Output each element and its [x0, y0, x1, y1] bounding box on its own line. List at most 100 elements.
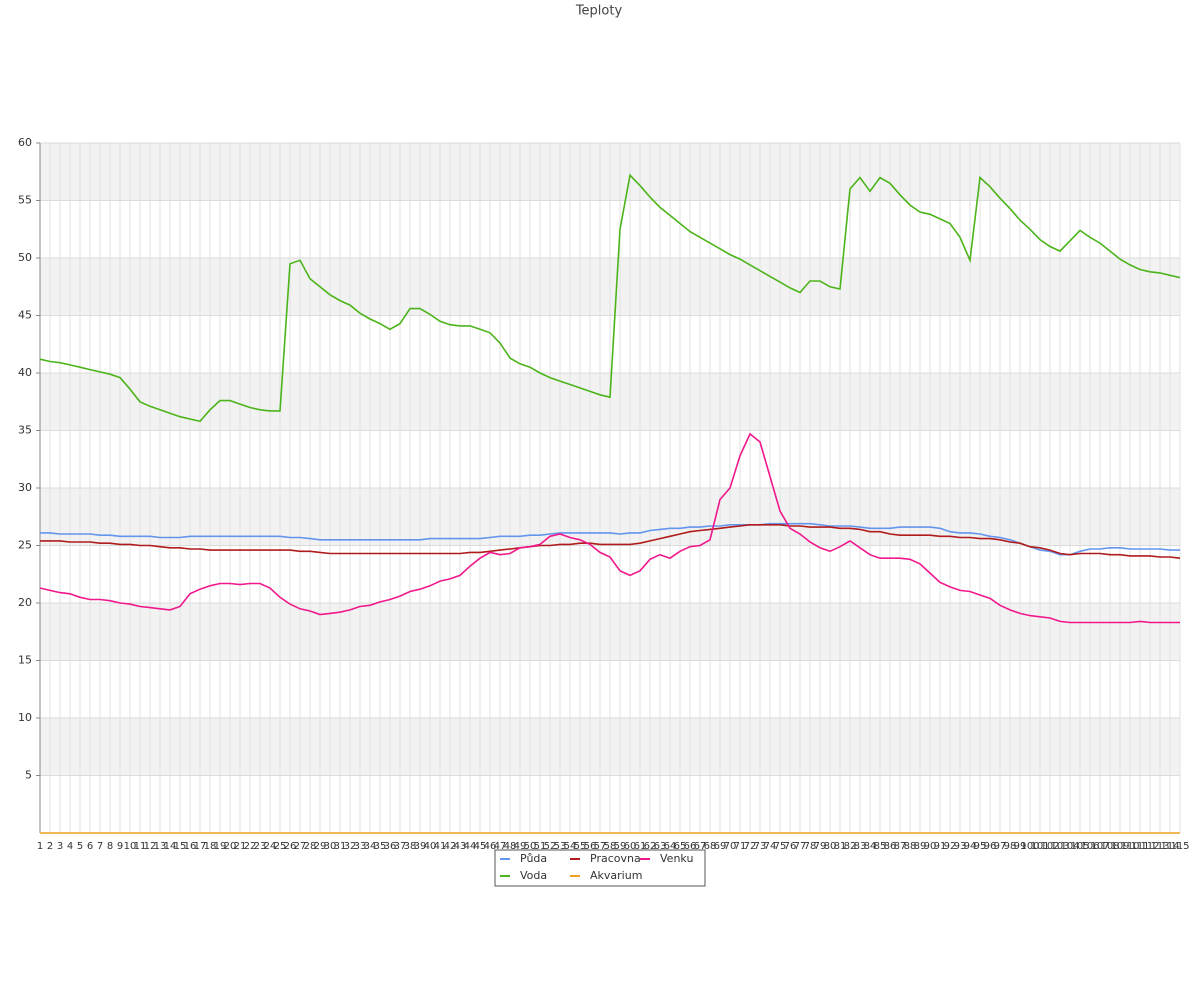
x-tick-label: 111 — [1130, 841, 1149, 852]
x-tick-label: 103 — [1050, 841, 1069, 852]
x-tick-label: 40 — [424, 841, 437, 852]
x-tick-label: 17 — [194, 841, 207, 852]
y-tick-label: 55 — [18, 194, 32, 207]
x-tick-label: 56 — [584, 841, 597, 852]
x-tick-label: 22 — [244, 841, 257, 852]
x-tick-label: 36 — [384, 841, 397, 852]
y-tick-label: 5 — [25, 769, 32, 782]
x-tick-label: 11 — [134, 841, 147, 852]
series-line — [39, 173, 1181, 423]
x-tick-label: 18 — [204, 841, 217, 852]
x-tick-label: 92 — [944, 841, 957, 852]
x-tick-label: 38 — [404, 841, 417, 852]
x-tick-label: 5 — [77, 841, 83, 852]
x-tick-label: 20 — [224, 841, 237, 852]
x-tick-label: 66 — [684, 841, 697, 852]
x-tick-label: 60 — [624, 841, 637, 852]
x-tick-label: 106 — [1080, 841, 1099, 852]
legend-box — [494, 849, 706, 887]
x-tick-label: 107 — [1090, 841, 1109, 852]
x-tick-label: 32 — [344, 841, 357, 852]
x-tick-label: 26 — [284, 841, 297, 852]
x-tick-label: 97 — [994, 841, 1007, 852]
x-tick-label: 14 — [164, 841, 177, 852]
x-tick-label: 98 — [1004, 841, 1017, 852]
x-tick-label: 41 — [434, 841, 447, 852]
x-tick-label: 55 — [574, 841, 587, 852]
x-tick-label: 83 — [854, 841, 867, 852]
x-tick-label: 78 — [804, 841, 817, 852]
x-tick-label: 105 — [1070, 841, 1089, 852]
x-tick-label: 43 — [454, 841, 467, 852]
x-tick-label: 81 — [834, 841, 847, 852]
x-tick-label: 46 — [484, 841, 497, 852]
x-tick-label: 4 — [67, 841, 73, 852]
x-tick-label: 10 — [124, 841, 137, 852]
y-tick-label: 40 — [18, 366, 32, 379]
x-tick-label: 23 — [254, 841, 267, 852]
y-tick-label: 10 — [18, 711, 32, 724]
x-tick-label: 102 — [1040, 841, 1059, 852]
x-tick-label: 110 — [1120, 841, 1139, 852]
x-tick-label: 49 — [514, 841, 527, 852]
x-tick-label: 9 — [117, 841, 123, 852]
x-tick-label: 54 — [564, 841, 577, 852]
x-tick-label: 24 — [264, 841, 277, 852]
series-line — [40, 522, 1180, 556]
x-tick-label: 19 — [214, 841, 227, 852]
x-tick-label: 3 — [57, 841, 63, 852]
x-tick-label: 8 — [107, 841, 113, 852]
x-tick-label: 82 — [844, 841, 857, 852]
x-tick-label: 86 — [884, 841, 897, 852]
x-tick-label: 58 — [604, 841, 617, 852]
x-tick-label: 90 — [924, 841, 937, 852]
y-tick-label: 35 — [18, 424, 32, 437]
x-tick-label: 37 — [394, 841, 407, 852]
x-tick-label: 42 — [444, 841, 457, 852]
x-tick-label: 109 — [1110, 841, 1129, 852]
x-tick-label: 80 — [824, 841, 837, 852]
x-tick-label: 73 — [754, 841, 767, 852]
x-tick-label: 88 — [904, 841, 917, 852]
x-tick-label: 13 — [154, 841, 167, 852]
x-tick-label: 51 — [534, 841, 547, 852]
x-tick-label: 25 — [274, 841, 287, 852]
x-tick-label: 113 — [1150, 841, 1169, 852]
x-tick-label: 68 — [704, 841, 717, 852]
x-tick-label: 48 — [504, 841, 517, 852]
x-tick-label: 77 — [794, 841, 807, 852]
legend-label: Půda — [520, 852, 547, 865]
x-tick-label: 21 — [234, 841, 247, 852]
x-tick-label: 95 — [974, 841, 987, 852]
x-tick-label: 89 — [914, 841, 927, 852]
legend-label: Akvarium — [590, 869, 642, 882]
y-tick-label: 25 — [18, 539, 32, 552]
x-tick-label: 53 — [554, 841, 567, 852]
x-tick-label: 27 — [294, 841, 307, 852]
x-tick-label: 114 — [1160, 841, 1179, 852]
x-tick-label: 104 — [1060, 841, 1079, 852]
x-tick-label: 100 — [1020, 841, 1039, 852]
x-tick-label: 75 — [774, 841, 787, 852]
x-tick-label: 87 — [894, 841, 907, 852]
x-tick-label: 108 — [1100, 841, 1119, 852]
x-tick-label: 12 — [144, 841, 157, 852]
x-tick-label: 94 — [964, 841, 977, 852]
x-tick-label: 93 — [954, 841, 967, 852]
y-tick-label: 45 — [18, 309, 32, 322]
y-tick-label: 60 — [18, 136, 32, 149]
x-tick-label: 16 — [184, 841, 197, 852]
y-tick-label: 30 — [18, 481, 32, 494]
x-tick-label: 64 — [664, 841, 677, 852]
y-tick-label: 15 — [18, 654, 32, 667]
x-tick-label: 39 — [414, 841, 427, 852]
x-tick-label: 63 — [654, 841, 667, 852]
x-tick-label: 52 — [544, 841, 557, 852]
x-tick-label: 15 — [174, 841, 187, 852]
x-tick-label: 61 — [634, 841, 647, 852]
x-tick-label: 33 — [354, 841, 367, 852]
x-tick-label: 67 — [694, 841, 707, 852]
x-tick-label: 69 — [714, 841, 727, 852]
